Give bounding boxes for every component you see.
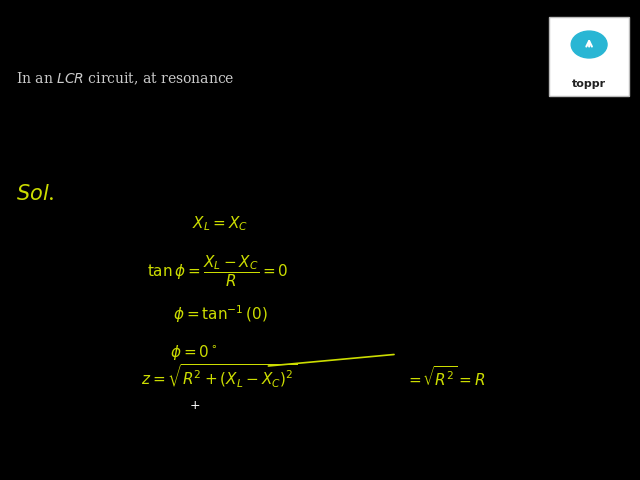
Text: $\tan\phi = \dfrac{X_L - X_C}{R} = 0$: $\tan\phi = \dfrac{X_L - X_C}{R} = 0$ (147, 253, 289, 289)
Circle shape (572, 31, 607, 58)
Text: +: + (190, 399, 200, 412)
Text: $\phi = \tan^{-1}(0)$: $\phi = \tan^{-1}(0)$ (173, 303, 268, 325)
Text: In an $\mathit{LCR}$ circuit, at resonance: In an $\mathit{LCR}$ circuit, at resonan… (16, 71, 234, 87)
Text: $\mathit{Sol}$.: $\mathit{Sol}$. (16, 184, 54, 204)
Text: $z = \sqrt{R^2 + (X_L - X_C)^2}$: $z = \sqrt{R^2 + (X_L - X_C)^2}$ (141, 363, 297, 390)
Text: $X_L = X_C$: $X_L = X_C$ (192, 214, 248, 232)
Text: toppr: toppr (572, 79, 606, 89)
FancyBboxPatch shape (549, 17, 629, 96)
Text: $=\!\sqrt{R^2} = R$: $=\!\sqrt{R^2} = R$ (406, 365, 486, 389)
Text: $\phi = 0^\circ$: $\phi = 0^\circ$ (170, 343, 218, 362)
